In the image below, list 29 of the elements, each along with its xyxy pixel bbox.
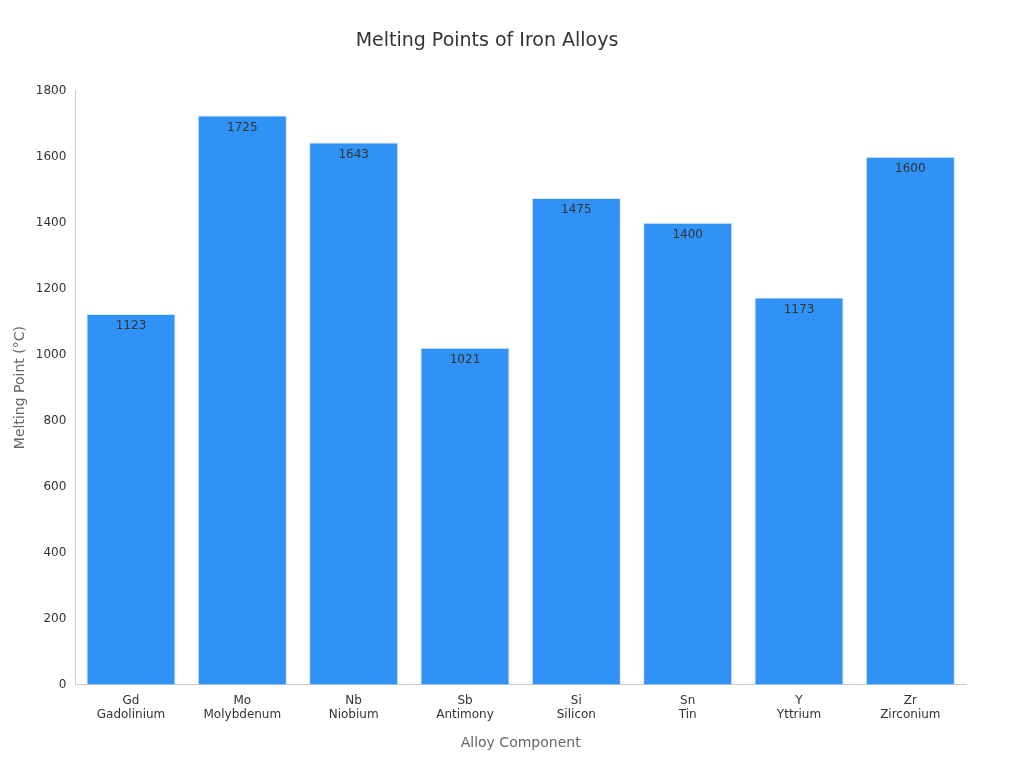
y-tick-label: 1600: [35, 148, 67, 163]
y-tick-label: 400: [43, 544, 67, 559]
x-tick-label: Mo Molybdenum: [203, 692, 282, 722]
data-label: 1173: [783, 301, 815, 316]
y-axis-title: Melting Point (°C): [11, 326, 28, 450]
y-tick-label: 0: [58, 676, 67, 691]
data-label: 1400: [672, 226, 703, 241]
data-label: 1021: [449, 351, 481, 366]
y-tick-label: 1800: [35, 82, 67, 97]
x-tick-label: Gd Gadolinium: [96, 692, 166, 722]
x-tick-label: Sb Antimony: [436, 692, 494, 722]
chart-title: Melting Points of Iron Alloys: [355, 28, 619, 51]
y-tick-label: 600: [43, 478, 67, 493]
x-axis-title: Alloy Component: [460, 734, 582, 751]
data-label: 1725: [227, 119, 258, 134]
x-tick-label: Sn Tin: [677, 692, 697, 722]
data-label: 1123: [115, 318, 147, 333]
x-tick-label: Zr Zirconium: [880, 692, 941, 722]
y-tick-label: 1000: [35, 346, 67, 361]
data-label: 1475: [561, 202, 592, 217]
y-tick-label: 200: [43, 610, 67, 625]
x-tick-label: Y Yttrium: [775, 692, 822, 722]
x-tick-label: Nb Niobium: [328, 692, 379, 722]
y-tick-label: 800: [43, 412, 67, 427]
x-tick-label: Si Silicon: [556, 692, 596, 722]
y-tick-label: 1400: [35, 214, 67, 229]
data-label: 1600: [895, 160, 926, 175]
y-tick-label: 1200: [35, 280, 67, 295]
data-label: 1643: [338, 146, 369, 161]
